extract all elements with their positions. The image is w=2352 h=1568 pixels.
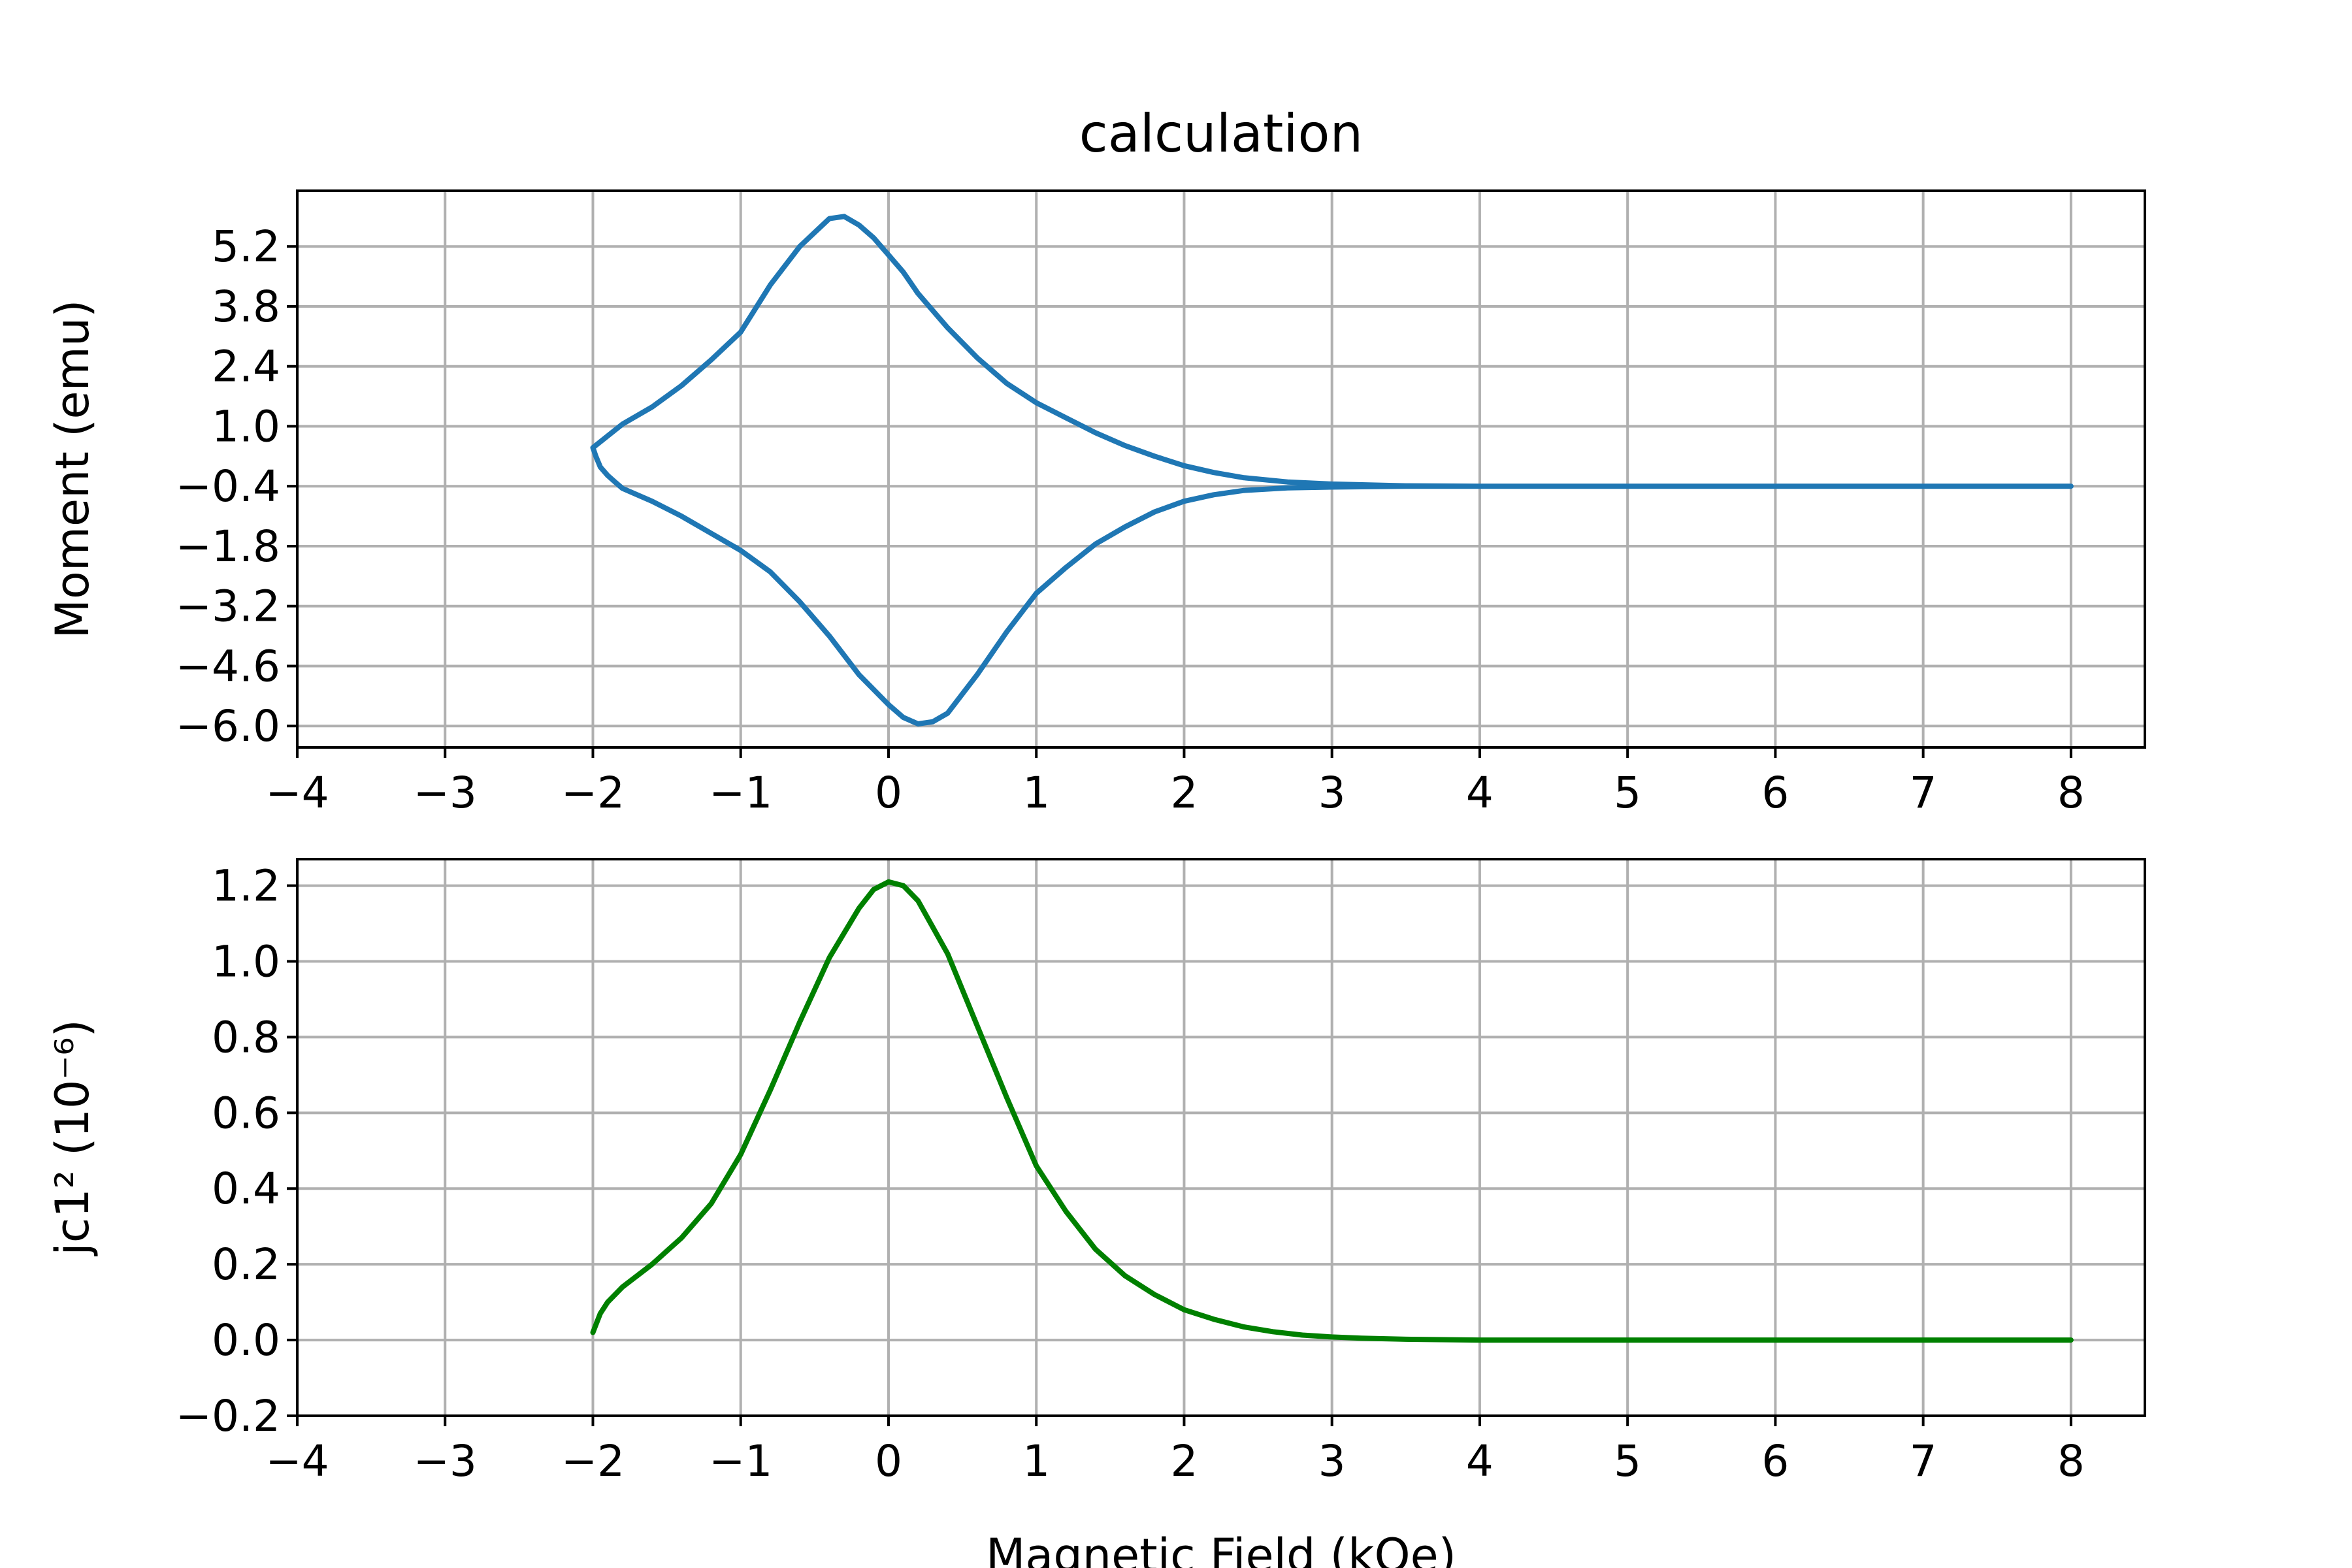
- x-tick-label: 7: [1910, 768, 1937, 818]
- x-tick-label: 5: [1614, 1436, 1641, 1486]
- y-tick-label: −0.4: [176, 461, 280, 512]
- moment-panel: −4 −3 −2 −1 0 1 2 3 4 5 6 7 8 5.2 3.8 2.4 1.0 −0.4 −1.8 −3.…: [46, 189, 2146, 818]
- y-tick-label: 1.0: [212, 401, 280, 451]
- plot-frame: [296, 189, 2146, 749]
- series-line: [590, 214, 2074, 727]
- x-tick-label: 2: [1170, 1436, 1198, 1486]
- jc-panel: −4 −3 −2 −1 0 1 2 3 4 5 6 7 8 −0.2 0.0 0.2 0.4 0.6 0.8 1.0 1…: [46, 858, 2146, 1486]
- x-tick-label: −4: [265, 1436, 329, 1486]
- y-tick-label: −0.2: [176, 1391, 280, 1441]
- x-tick-label: 0: [875, 768, 902, 818]
- y-tick-label: 0.8: [212, 1012, 280, 1062]
- y-tick-label: −1.8: [176, 521, 280, 572]
- y-axis-label: Moment (emu): [46, 300, 99, 639]
- x-tick-label: −4: [265, 768, 329, 818]
- x-tick-label: 5: [1614, 768, 1641, 818]
- x-tick-label: 2: [1170, 768, 1198, 818]
- x-tick-label: 4: [1466, 1436, 1494, 1486]
- y-tick-label: 2.4: [212, 342, 280, 392]
- y-tick-label: −4.6: [176, 641, 280, 691]
- x-tick-label: 8: [2057, 768, 2085, 818]
- plot-frame: [296, 858, 2146, 1417]
- y-tick-label: 3.8: [212, 282, 280, 332]
- y-tick-label: 0.6: [212, 1088, 280, 1138]
- x-tick-label: 4: [1466, 768, 1494, 818]
- x-tick-label: 1: [1022, 768, 1050, 818]
- series-line: [590, 879, 2074, 1343]
- y-tick-label: 0.0: [212, 1315, 280, 1365]
- x-tick-label: −1: [709, 768, 772, 818]
- y-tick-label: 5.2: [212, 221, 280, 272]
- x-tick-label: 6: [1761, 768, 1789, 818]
- y-tick-label: 0.2: [212, 1239, 280, 1290]
- x-tick-label: 7: [1910, 1436, 1937, 1486]
- x-tick-label: 0: [875, 1436, 902, 1486]
- x-tick-label: 6: [1761, 1436, 1789, 1486]
- x-tick-label: 1: [1022, 1436, 1050, 1486]
- y-tick-label: 1.0: [212, 936, 280, 987]
- x-tick-label: −2: [561, 768, 625, 818]
- y-tick-label: 1.2: [212, 861, 280, 911]
- x-tick-label: −3: [414, 1436, 477, 1486]
- x-tick-label: −1: [709, 1436, 772, 1486]
- y-tick-label: 0.4: [212, 1164, 280, 1214]
- x-tick-label: 8: [2057, 1436, 2085, 1486]
- x-tick-label: −3: [414, 768, 477, 818]
- x-axis-label: Magnetic Field (kOe): [986, 1529, 1456, 1568]
- figure-title: calculation: [1079, 103, 1363, 164]
- x-tick-label: 3: [1318, 1436, 1346, 1486]
- x-tick-label: −2: [561, 1436, 625, 1486]
- y-axis-label: jc1² (10⁻⁶): [46, 1019, 99, 1256]
- y-tick-label: −3.2: [176, 581, 280, 632]
- x-tick-label: 3: [1318, 768, 1346, 818]
- y-tick-label: −6.0: [176, 701, 280, 751]
